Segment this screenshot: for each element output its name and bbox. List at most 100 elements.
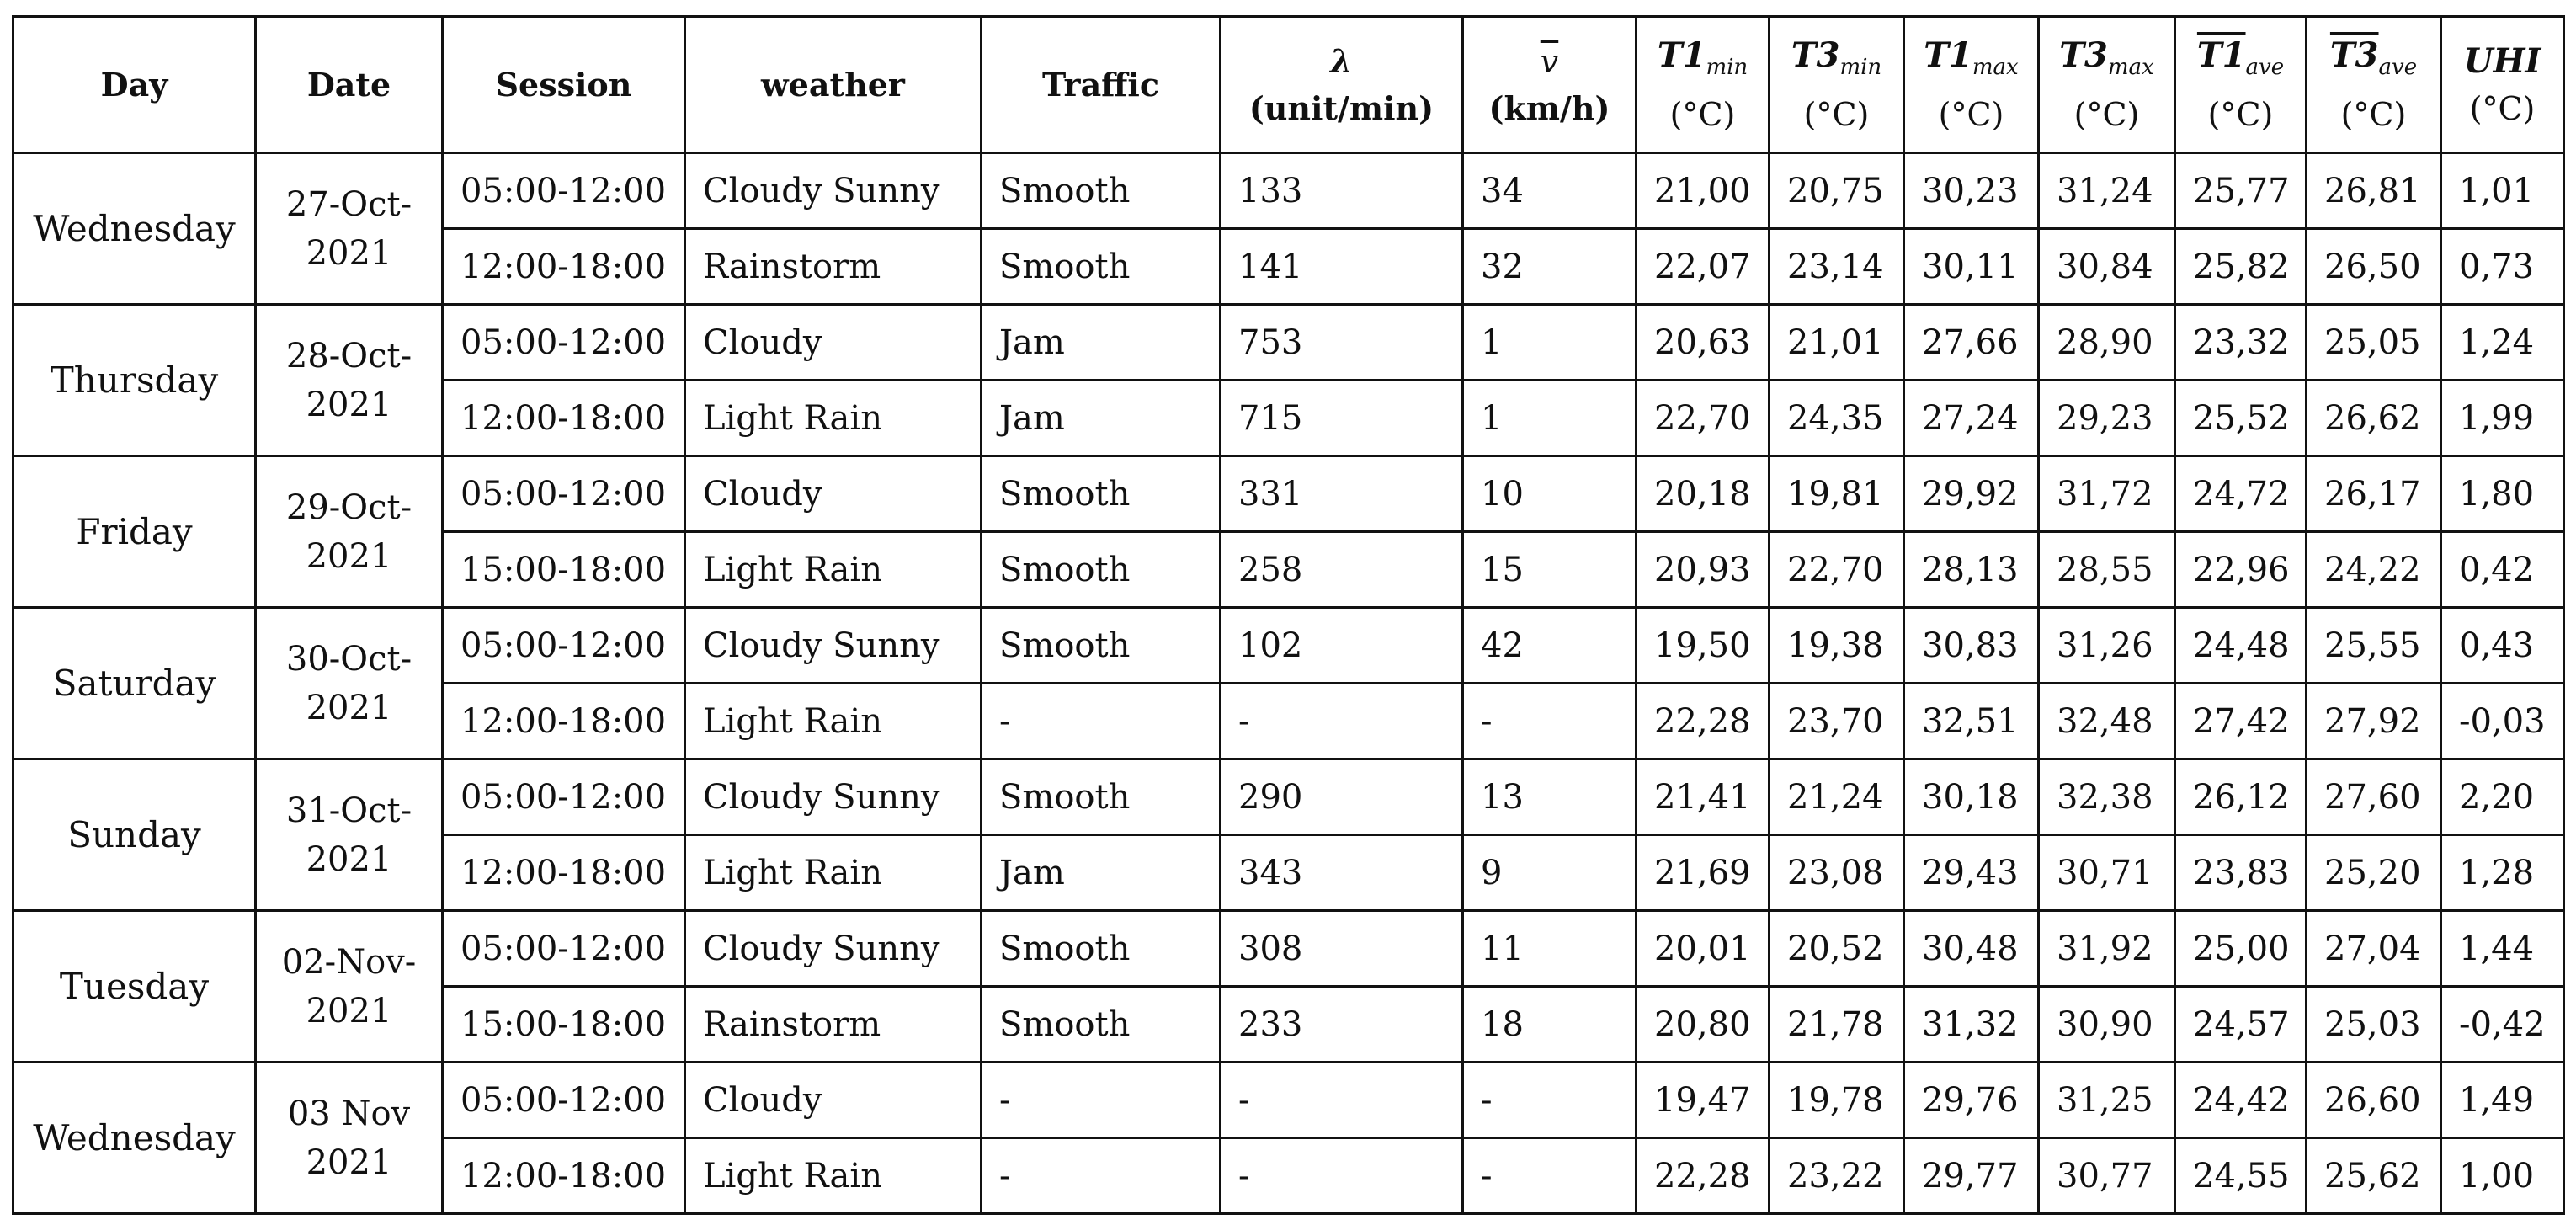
t3ave-cell: 25,03	[2305, 985, 2442, 1063]
t3min-cell: 23,70	[1768, 682, 1905, 760]
t1min-cell: 19,47	[1635, 1061, 1770, 1139]
weather-traffic-uhi-table: Day Date Session weather Traffic λ (unit…	[12, 15, 2565, 1215]
table-row: Thursday 28-Oct- 2021 05:00-12:00 Cloudy Jam 7…	[12, 303, 2565, 457]
t1max-cell: 30,18	[1903, 758, 2040, 836]
uhi-cell: 1,24	[2440, 303, 2565, 381]
t3min-cell: 22,70	[1768, 530, 1905, 609]
session-cell: 05:00-12:00	[441, 606, 686, 684]
header-t1-min-subscript: min	[1706, 54, 1748, 80]
header-mean-speed-symbol: v	[1540, 42, 1559, 80]
v-cell: 1	[1461, 379, 1637, 457]
date-line-2: 2021	[306, 385, 392, 424]
date-line-2: 2021	[306, 233, 392, 273]
weather-cell: Light Rain	[684, 1137, 982, 1215]
header-t3-ave-unit: (°C)	[2340, 95, 2407, 133]
traffic-cell: Smooth	[980, 606, 1221, 684]
session-cell: 15:00-18:00	[441, 985, 686, 1063]
t1ave-cell: 22,96	[2174, 530, 2307, 609]
t1ave-cell: 27,42	[2174, 682, 2307, 760]
header-lambda-symbol: λ	[1330, 41, 1353, 80]
lambda-cell: -	[1219, 682, 1464, 760]
t3max-cell: 32,48	[2037, 682, 2176, 760]
day-cell: Sunday	[12, 758, 257, 912]
v-cell: -	[1461, 1061, 1637, 1139]
t3max-cell: 31,25	[2037, 1061, 2176, 1139]
header-t1-ave-subscript: ave	[2245, 54, 2285, 80]
header-t3-min-subscript: min	[1839, 54, 1882, 80]
session-cell: 05:00-12:00	[441, 455, 686, 533]
header-t3-ave-symbol: T3ave	[2307, 32, 2440, 91]
weather-cell: Cloudy	[684, 455, 982, 533]
header-day: Day	[12, 15, 257, 154]
t3max-cell: 31,92	[2037, 909, 2176, 988]
t3ave-cell: 25,20	[2305, 834, 2442, 912]
t1ave-cell: 25,52	[2174, 379, 2307, 457]
t1ave-cell: 25,00	[2174, 909, 2307, 988]
header-t1-min-base: T1	[1657, 35, 1706, 75]
traffic-cell: Smooth	[980, 909, 1221, 988]
uhi-cell: 1,00	[2440, 1137, 2565, 1215]
weather-cell: Cloudy Sunny	[684, 909, 982, 988]
table-body: Wednesday 27-Oct- 2021 05:00-12:00 Cloudy Su…	[12, 152, 2565, 1215]
t3max-cell: 31,24	[2037, 152, 2176, 230]
header-uhi-unit: (°C)	[2469, 89, 2536, 127]
t1ave-cell: 23,32	[2174, 303, 2307, 381]
date-cell: 03 Nov 2021	[254, 1061, 444, 1215]
table-row: Sunday 31-Oct- 2021 05:00-12:00 Cloudy Sunny…	[12, 758, 2565, 912]
t1min-cell: 20,18	[1635, 455, 1770, 533]
t3max-cell: 31,26	[2037, 606, 2176, 684]
uhi-cell: 1,44	[2440, 909, 2565, 988]
lambda-cell: 343	[1219, 834, 1464, 912]
lambda-cell: 102	[1219, 606, 1464, 684]
header-mean-speed-unit: (km/h)	[1488, 88, 1610, 127]
table-row: 15:00-18:00 Light Rain Smooth 258 15 20,93 22,…	[13, 530, 2565, 609]
uhi-cell: 1,01	[2440, 152, 2565, 230]
table-row: 15:00-18:00 Rainstorm Smooth 233 18 20,80 21,7…	[13, 985, 2565, 1063]
t3min-cell: 19,38	[1768, 606, 1905, 684]
t1min-cell: 21,41	[1635, 758, 1770, 836]
t1min-cell: 21,00	[1635, 152, 1770, 230]
data-table-container: Day Date Session weather Traffic λ (unit…	[12, 15, 2565, 1215]
session-cell: 05:00-12:00	[441, 152, 686, 230]
table-row: 12:00-18:00 Light Rain Jam 715 1 22,70 24,35 27…	[13, 379, 2565, 457]
date-cell: 27-Oct- 2021	[254, 152, 444, 306]
header-date: Date	[254, 15, 444, 154]
header-t1-min-unit: (°C)	[1669, 95, 1736, 133]
t3min-cell: 23,22	[1768, 1137, 1905, 1215]
date-line-1: 27-Oct-	[285, 184, 412, 224]
session-cell: 12:00-18:00	[441, 1137, 686, 1215]
header-t3-ave: T3ave (°C)	[2305, 15, 2442, 154]
table-row: Wednesday 27-Oct- 2021 05:00-12:00 Cloudy Su…	[12, 152, 2565, 306]
date-line-1: 28-Oct-	[285, 336, 412, 375]
date-line-1: 30-Oct-	[285, 639, 412, 679]
session-cell: 05:00-12:00	[441, 758, 686, 836]
weather-cell: Cloudy Sunny	[684, 758, 982, 836]
traffic-cell: Smooth	[980, 152, 1221, 230]
weather-cell: Cloudy Sunny	[684, 606, 982, 684]
t3ave-cell: 26,60	[2305, 1061, 2442, 1139]
lambda-cell: 715	[1219, 379, 1464, 457]
t3ave-cell: 27,92	[2305, 682, 2442, 760]
traffic-cell: Smooth	[980, 227, 1221, 306]
t3max-cell: 32,38	[2037, 758, 2176, 836]
t1max-cell: 27,24	[1903, 379, 2040, 457]
v-cell: 1	[1461, 303, 1637, 381]
t3min-cell: 20,75	[1768, 152, 1905, 230]
day-cell: Saturday	[12, 606, 257, 760]
t3min-cell: 24,35	[1768, 379, 1905, 457]
header-t3-max-base: T3	[2059, 35, 2108, 75]
t1max-cell: 29,77	[1903, 1137, 2040, 1215]
t3max-cell: 29,23	[2037, 379, 2176, 457]
traffic-cell: Smooth	[980, 530, 1221, 609]
day-cell: Wednesday	[12, 1061, 257, 1215]
table-row: Friday 29-Oct- 2021 05:00-12:00 Cloudy Smooth…	[12, 455, 2565, 609]
v-cell: -	[1461, 682, 1637, 760]
t1ave-cell: 25,77	[2174, 152, 2307, 230]
header-t3-min: T3min (°C)	[1768, 15, 1905, 154]
weather-cell: Cloudy Sunny	[684, 152, 982, 230]
uhi-cell: 1,99	[2440, 379, 2565, 457]
session-cell: 05:00-12:00	[441, 303, 686, 381]
v-cell: 9	[1461, 834, 1637, 912]
traffic-cell: -	[980, 1061, 1221, 1139]
t3min-cell: 23,14	[1768, 227, 1905, 306]
